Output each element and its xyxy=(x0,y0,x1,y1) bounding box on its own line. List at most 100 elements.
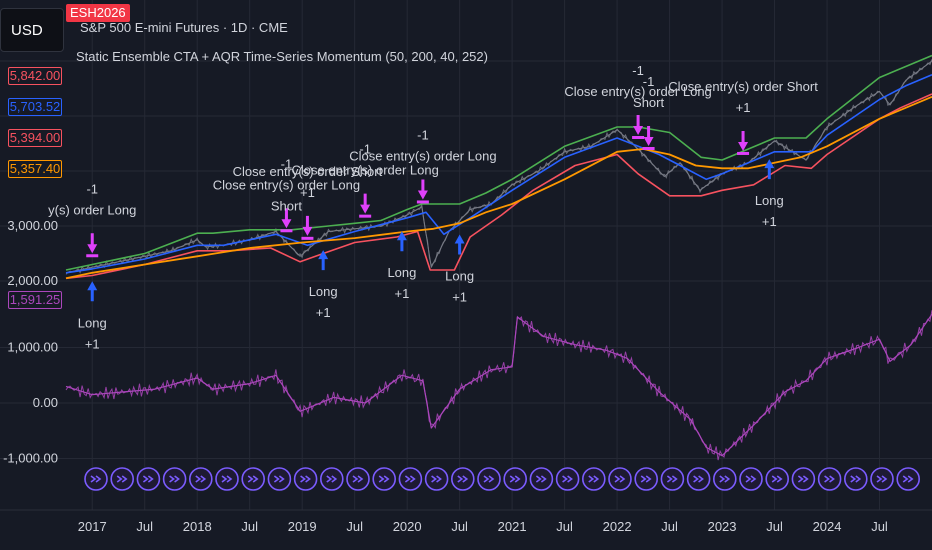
trade-event-label: Close entry(s) order Long xyxy=(213,177,360,192)
flag-icon[interactable] xyxy=(215,467,239,491)
flag-icon[interactable] xyxy=(843,467,868,491)
chart-title[interactable]: S&P 500 E-mini Futures · 1D · CME xyxy=(80,20,288,35)
flag-icon[interactable] xyxy=(84,467,108,491)
flag-icon[interactable] xyxy=(817,467,842,491)
price-tag-upper: 5,842.00 xyxy=(8,67,62,85)
x-tick-label: Jul xyxy=(556,519,573,534)
x-tick-label: Jul xyxy=(661,519,678,534)
trade-event-entry: Long +1 xyxy=(78,281,107,351)
event-marker-glyph xyxy=(745,475,757,483)
study-legend[interactable]: Static Ensemble CTA + AQR Time-Series Mo… xyxy=(76,49,488,64)
price-tag-slow-ma: 5,357.40 xyxy=(8,160,62,178)
trade-event-label: Long xyxy=(755,193,784,208)
flag-icon[interactable] xyxy=(555,467,580,491)
y-tick-label: 0.00 xyxy=(33,395,58,410)
event-marker-glyph xyxy=(195,475,207,483)
exit-bar xyxy=(280,229,293,233)
trade-event-label: +1 xyxy=(762,214,777,229)
event-marker-glyph xyxy=(666,475,678,483)
flag-icon[interactable] xyxy=(686,467,711,491)
event-marker-glyph xyxy=(378,475,390,483)
flag-icon[interactable] xyxy=(319,467,344,491)
event-marker-glyph xyxy=(640,475,652,483)
symbol-badge[interactable]: ESH2026 xyxy=(66,4,130,22)
short-arrow-icon xyxy=(360,193,371,214)
y-tick-label: -1,000.00 xyxy=(3,451,58,466)
event-marker-glyph xyxy=(431,475,442,483)
flag-icon[interactable] xyxy=(346,467,370,491)
series-lower-band xyxy=(65,93,932,280)
event-marker-glyph xyxy=(876,475,888,483)
long-arrow-icon xyxy=(454,234,465,255)
flag-icon[interactable] xyxy=(765,467,790,491)
short-arrow-icon xyxy=(281,208,292,229)
series-momentum-detail xyxy=(65,310,932,461)
exit-bar xyxy=(359,214,372,218)
x-tick-label: 2019 xyxy=(288,519,317,534)
y-tick-label: 3,000.00 xyxy=(7,218,58,233)
flag-icon[interactable] xyxy=(581,467,606,491)
x-tick-label: 2022 xyxy=(603,519,632,534)
flag-icon[interactable] xyxy=(110,467,134,491)
flag-icon[interactable] xyxy=(136,467,161,491)
exit-bar xyxy=(632,136,645,139)
flag-icon[interactable] xyxy=(189,467,213,491)
flag-icon[interactable] xyxy=(870,467,894,491)
flag-icon[interactable] xyxy=(896,467,921,491)
exit-bar xyxy=(86,254,99,258)
x-tick-label: 2024 xyxy=(813,519,842,534)
trade-event-label: Close entry(s) order Short xyxy=(668,79,818,94)
short-arrow-icon xyxy=(87,233,98,254)
flag-icon[interactable] xyxy=(477,467,501,491)
series-upper-band xyxy=(65,54,932,271)
event-marker-glyph xyxy=(771,475,783,483)
trade-event-label: -1 xyxy=(643,74,655,89)
trade-event-label: Short xyxy=(633,95,664,110)
x-axis: 2017 Jul 2018 Jul 2019 Jul 2020 Jul 2021 Jul 2022 J… xyxy=(78,519,888,534)
flag-icon[interactable] xyxy=(293,467,318,491)
x-tick-label: Jul xyxy=(346,519,363,534)
event-marker-glyph xyxy=(116,475,128,483)
trade-event-label: -1 xyxy=(281,156,293,171)
flag-icon[interactable] xyxy=(450,467,475,491)
flag-icon[interactable] xyxy=(739,467,763,491)
trade-event-label: +1 xyxy=(85,336,100,351)
flag-icon[interactable] xyxy=(241,467,265,491)
flag-icon[interactable] xyxy=(372,467,397,491)
flag-icon[interactable] xyxy=(398,467,423,491)
event-marker-glyph xyxy=(797,475,809,483)
flag-icon[interactable] xyxy=(634,467,659,491)
price-tag-fast-ma: 5,703.52 xyxy=(8,98,62,116)
event-marker-glyph xyxy=(90,475,102,483)
flag-icon[interactable] xyxy=(503,467,528,491)
trade-event-entry: Long +1 xyxy=(445,234,474,305)
event-marker-glyph xyxy=(483,475,495,483)
currency-button[interactable]: USD xyxy=(0,8,64,52)
flag-icon[interactable] xyxy=(424,467,449,491)
long-arrow-icon xyxy=(318,250,329,271)
flag-icon[interactable] xyxy=(791,467,816,491)
event-marker-glyph xyxy=(588,475,600,483)
event-marker-glyph xyxy=(719,475,731,483)
flag-icon[interactable] xyxy=(162,467,187,491)
event-marker-glyph xyxy=(535,475,547,483)
event-marker-glyph xyxy=(562,475,573,483)
x-tick-label: 2017 xyxy=(78,519,107,534)
flag-icon[interactable] xyxy=(529,467,554,491)
trade-event-label: +1 xyxy=(452,290,467,305)
short-arrow-icon xyxy=(302,215,313,236)
trade-event-label: -1 xyxy=(417,127,429,142)
series-layer xyxy=(65,54,932,461)
flag-icon[interactable] xyxy=(608,467,632,491)
x-tick-label: 2020 xyxy=(393,519,422,534)
trade-event-label: Long xyxy=(387,265,416,280)
flag-icon[interactable] xyxy=(712,467,737,491)
y-tick-label: 1,000.00 xyxy=(7,340,58,355)
x-tick-label: Jul xyxy=(241,519,258,534)
flag-icon[interactable] xyxy=(267,467,292,491)
flag-icon[interactable] xyxy=(660,467,685,491)
